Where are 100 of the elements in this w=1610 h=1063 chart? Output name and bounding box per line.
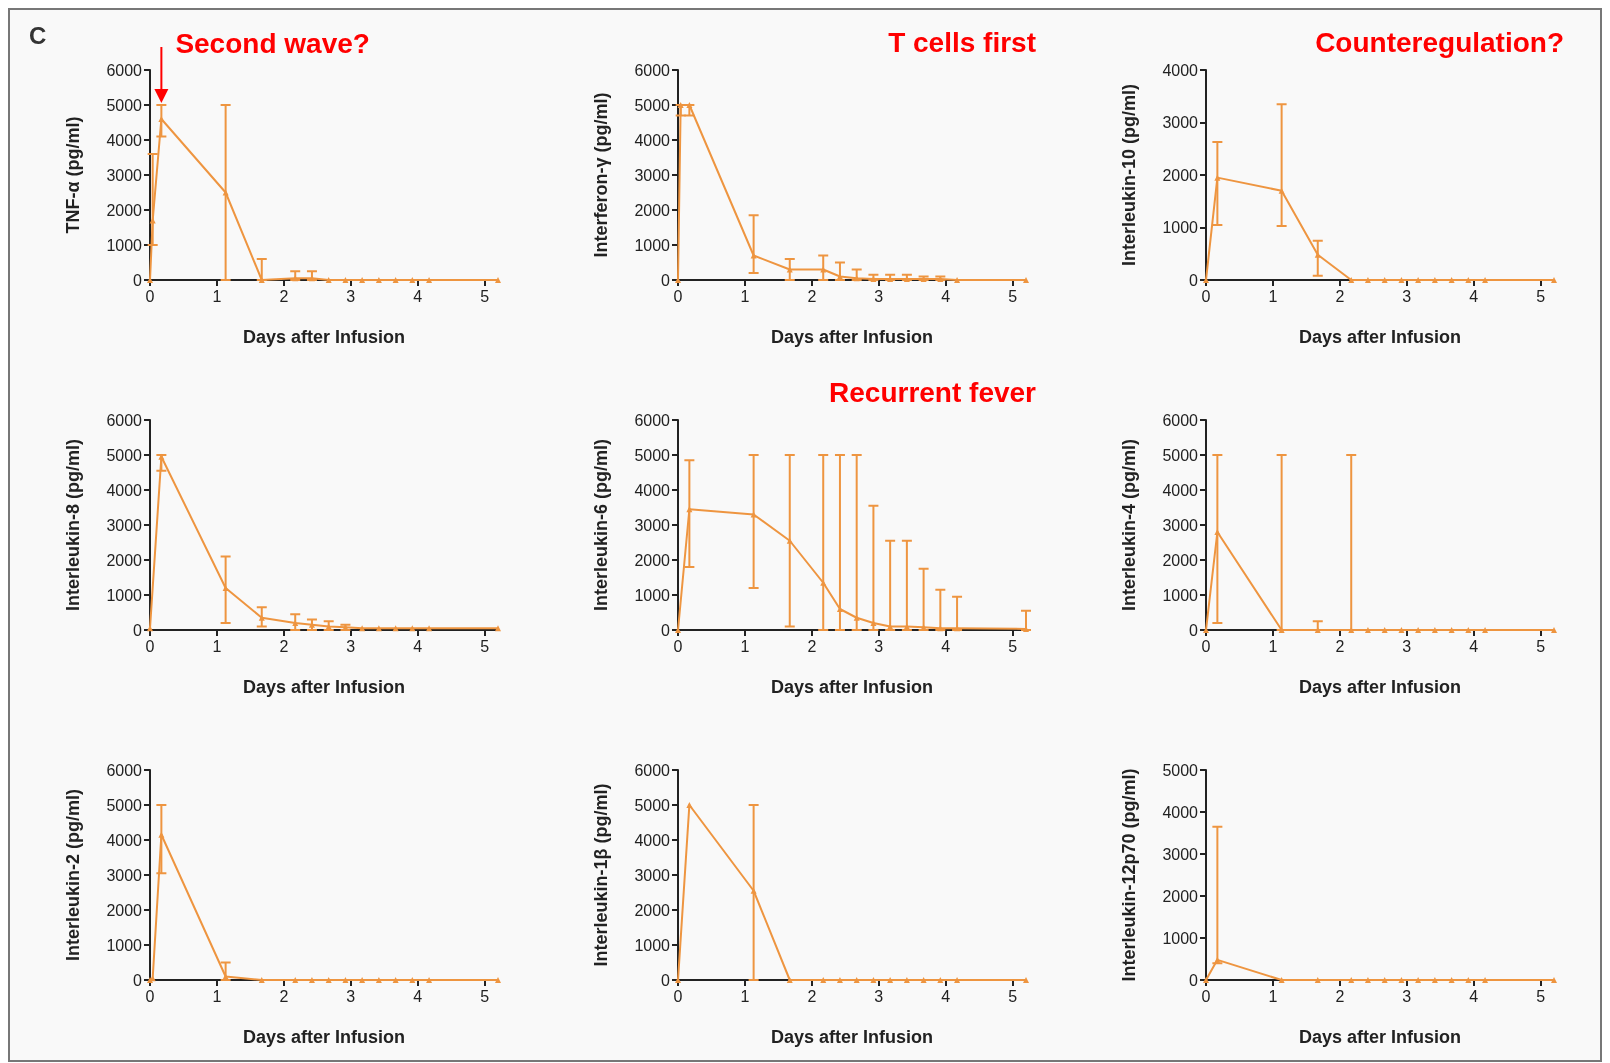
x-axis-title: Days after Infusion [770, 327, 934, 347]
point [675, 977, 681, 983]
x-tick-label: 4 [941, 637, 951, 655]
x-tick-label: 5 [1008, 987, 1018, 1005]
y-tick-label: 0 [133, 621, 143, 639]
x-tick-label: 1 [740, 287, 750, 305]
x-tick-label: 4 [1469, 637, 1479, 655]
point [954, 277, 961, 283]
point [375, 625, 382, 632]
y-tick-label: 5000 [634, 446, 671, 464]
point [1023, 277, 1029, 283]
x-tick-label: 4 [1469, 987, 1479, 1005]
point [1448, 277, 1455, 283]
point [359, 977, 366, 983]
point [920, 977, 927, 983]
text: Recurrent fever [829, 376, 1037, 408]
y-tick-label: 2000 [106, 201, 143, 219]
x-tick-label: 5 [1536, 987, 1546, 1005]
point [1364, 277, 1371, 283]
x-tick-label: 0 [145, 637, 155, 655]
x-tick-label: 5 [480, 287, 490, 305]
point [1482, 277, 1489, 283]
point [426, 977, 433, 983]
point [409, 277, 416, 283]
point [786, 537, 793, 544]
y-tick-label: 1000 [106, 936, 143, 954]
y-tick-label: 4000 [634, 131, 671, 149]
text: Counteregulation? [1315, 26, 1565, 58]
x-tick-label: 2 [279, 287, 289, 305]
point [409, 977, 416, 983]
point [1431, 277, 1438, 283]
y-axis-title: Interleukin-6 (pg/ml) [591, 438, 611, 612]
y-tick-label: 2000 [106, 551, 143, 569]
y-tick-label: 0 [133, 271, 143, 289]
y-tick-label: 0 [661, 971, 671, 989]
y-tick-label: 1000 [634, 236, 671, 254]
x-tick-label: 2 [279, 637, 289, 655]
point [392, 277, 399, 283]
x-axis-title: Days after Infusion [242, 677, 406, 697]
point [954, 625, 961, 632]
point [375, 977, 382, 983]
y-axis-title: Interleukin-12p70 (pg/ml) [1119, 768, 1139, 982]
x-tick-label: 5 [1008, 637, 1018, 655]
x-tick-label: 4 [1469, 287, 1479, 305]
y-tick-label: 2000 [106, 901, 143, 919]
point [853, 977, 860, 983]
y-tick-label: 4000 [1162, 481, 1199, 499]
y-tick-label: 0 [1189, 271, 1199, 289]
y-tick-label: 3000 [634, 166, 671, 184]
x-tick-label: 2 [1335, 287, 1345, 305]
y-axis-title: Interferon-γ (pg/ml) [591, 92, 611, 258]
point [686, 802, 693, 808]
x-tick-label: 4 [413, 987, 423, 1005]
y-tick-label: 2000 [634, 201, 671, 219]
point [426, 625, 433, 632]
point [1203, 277, 1209, 283]
point [1314, 251, 1321, 258]
point [495, 277, 501, 283]
y-tick-label: 6000 [106, 761, 143, 779]
x-tick-label: 1 [212, 287, 222, 305]
point [1381, 277, 1388, 283]
y-tick-label: 0 [1189, 621, 1199, 639]
x-tick-label: 2 [279, 987, 289, 1005]
y-tick-label: 2000 [634, 901, 671, 919]
point [887, 977, 894, 983]
y-axis-title: Interleukin-2 (pg/ml) [63, 788, 83, 962]
point [1415, 277, 1422, 283]
y-tick-label: 5000 [106, 796, 143, 814]
y-tick-label: 3000 [634, 516, 671, 534]
x-tick-label: 3 [346, 637, 356, 655]
x-tick-label: 2 [1335, 637, 1345, 655]
point [1348, 277, 1355, 283]
y-tick-label: 3000 [1162, 114, 1199, 131]
point [750, 511, 757, 518]
y-tick-label: 0 [1189, 971, 1199, 989]
x-tick-label: 4 [941, 987, 951, 1005]
x-tick-label: 1 [1268, 987, 1278, 1005]
x-tick-label: 2 [807, 637, 817, 655]
annotation: Second wave? [175, 27, 370, 59]
point [308, 977, 315, 983]
x-tick-label: 2 [807, 287, 817, 305]
y-tick-label: 3000 [1162, 845, 1199, 863]
x-tick-label: 3 [346, 287, 356, 305]
y-tick-label: 4000 [106, 481, 143, 499]
x-tick-label: 5 [480, 637, 490, 655]
y-axis-title: TNF-α (pg/ml) [63, 116, 83, 234]
y-tick-label: 0 [661, 621, 671, 639]
point [222, 585, 229, 591]
y-tick-label: 6000 [106, 61, 143, 79]
point [903, 977, 910, 983]
x-axis-title: Days after Infusion [770, 1027, 934, 1047]
x-tick-label: 0 [1201, 987, 1211, 1005]
y-tick-label: 4000 [1162, 61, 1199, 79]
x-tick-label: 3 [874, 287, 884, 305]
y-tick-label: 2000 [1162, 551, 1199, 569]
y-tick-label: 5000 [634, 96, 671, 114]
y-tick-label: 6000 [634, 411, 671, 429]
point [887, 623, 894, 630]
point [392, 977, 399, 983]
point [870, 977, 877, 983]
